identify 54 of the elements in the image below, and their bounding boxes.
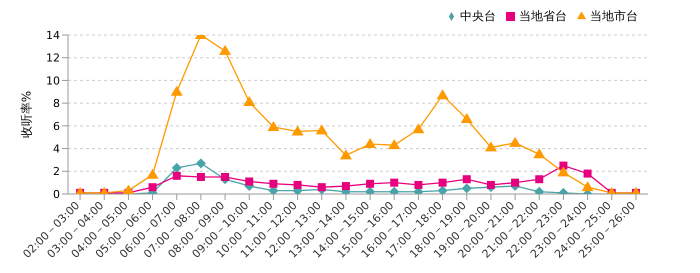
point [462, 183, 472, 194]
point [170, 86, 183, 96]
y-tick-label: 10 [46, 74, 60, 88]
point [388, 139, 400, 150]
point [559, 162, 568, 170]
point [292, 126, 304, 136]
point [511, 178, 520, 187]
point [438, 186, 448, 194]
point [294, 180, 302, 189]
point [436, 89, 449, 100]
point [146, 168, 159, 179]
point [221, 172, 230, 181]
point [366, 180, 374, 188]
point [364, 138, 376, 148]
point [196, 172, 205, 181]
point [486, 180, 495, 189]
point [196, 158, 206, 168]
point [148, 183, 157, 192]
point [243, 96, 256, 106]
point [316, 124, 328, 134]
point [172, 172, 181, 180]
point [412, 123, 424, 134]
y-tick-label: 12 [46, 52, 60, 65]
point [460, 113, 473, 124]
legend-label: 中央台 [460, 9, 496, 23]
point [269, 180, 278, 188]
point [533, 148, 546, 158]
point [318, 183, 326, 192]
point [172, 162, 182, 173]
y-tick-label: 0 [53, 188, 60, 201]
point [582, 181, 594, 192]
y-tick-label: 2 [53, 165, 60, 178]
point [267, 120, 280, 131]
point [584, 170, 592, 178]
point [557, 166, 570, 176]
point [122, 184, 134, 194]
y-tick-label: 4 [53, 142, 60, 156]
point [535, 175, 544, 184]
point [438, 178, 447, 187]
point [245, 178, 254, 186]
point [340, 149, 352, 160]
legend-label: 当地省台 [519, 9, 567, 23]
legend-label: 当地市台 [590, 9, 638, 23]
y-tick-label: 8 [53, 97, 60, 110]
point [462, 175, 471, 184]
y-tick-label: 14 [46, 28, 60, 42]
point [219, 44, 232, 55]
point [342, 182, 350, 190]
y-axis-title: 收听率% [19, 90, 34, 138]
point [390, 178, 398, 187]
point [484, 141, 497, 152]
y-tick-label: 6 [53, 120, 60, 133]
point [414, 180, 422, 189]
point [509, 136, 522, 147]
